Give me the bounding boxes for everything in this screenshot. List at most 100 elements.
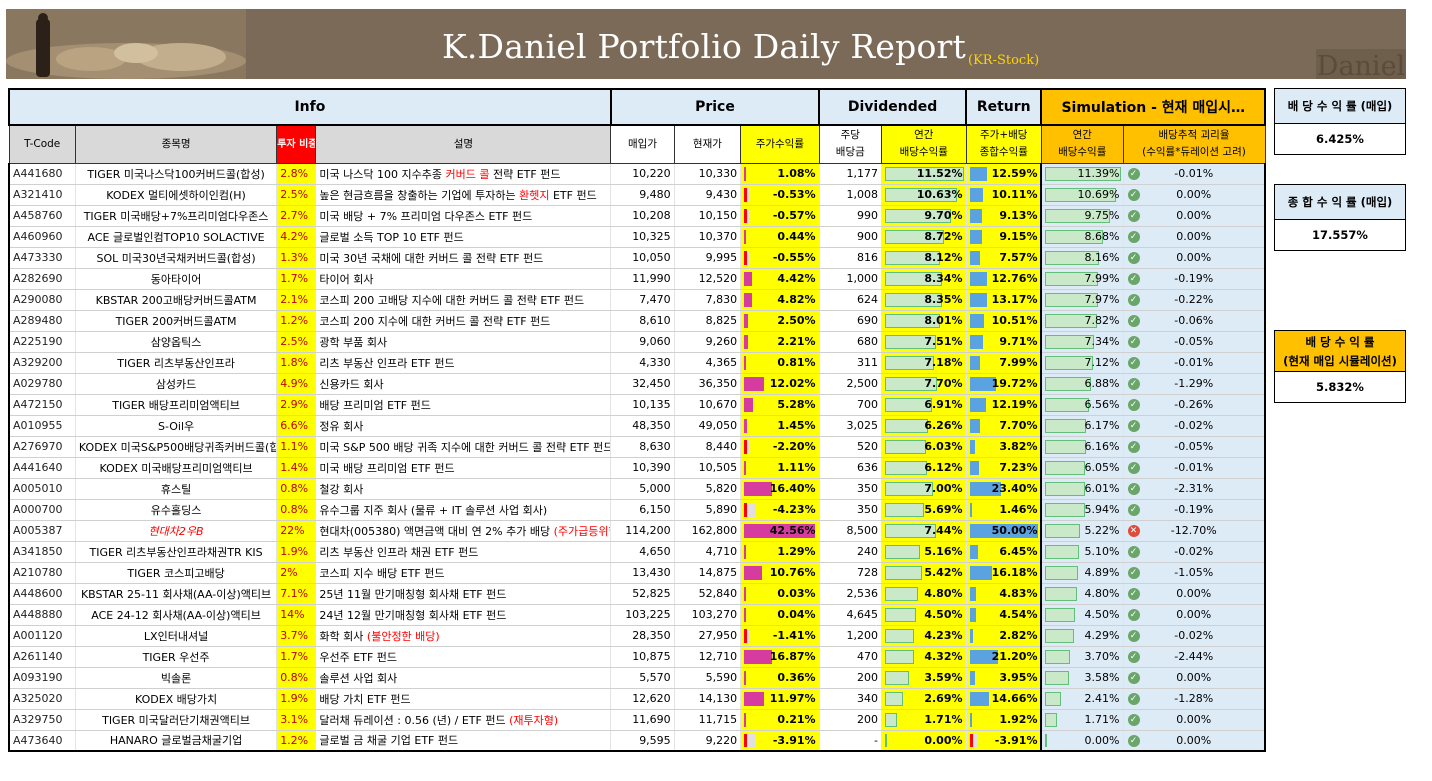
total-return-bar bbox=[969, 649, 999, 664]
investment-ratio: 14% bbox=[276, 604, 317, 626]
annual-dividend-yield: 6.26% bbox=[881, 415, 967, 437]
deviation-value: 0.00% bbox=[1176, 608, 1212, 621]
sim-yield-value: 8.68% bbox=[1084, 230, 1120, 243]
check-circle-icon: ✓ bbox=[1127, 230, 1140, 243]
total-return-value: 3.95% bbox=[999, 671, 1038, 684]
dividend-per-share: 350 bbox=[819, 478, 882, 500]
price-return-value: -3.91% bbox=[772, 733, 816, 747]
current-price: 12,710 bbox=[674, 646, 742, 668]
summary-total-buy-label: 종 합 수 익 률 (매입) bbox=[1274, 184, 1406, 220]
sim-yield-bar bbox=[1045, 250, 1100, 265]
stock-name: TIGER 미국배당+7%프리미엄다우존스 bbox=[75, 205, 278, 227]
buy-price: 8,630 bbox=[610, 436, 675, 458]
table-row: A005387 현대차2우B 22% 현대차(005380) 액면금액 대비 연 2%… bbox=[7, 520, 1266, 542]
ticker-code: A001120 bbox=[7, 625, 76, 647]
price-return: 0.04% bbox=[740, 604, 820, 626]
annual-yield-value: 7.51% bbox=[924, 335, 963, 348]
total-return-bar bbox=[969, 208, 982, 223]
total-return-bar bbox=[969, 607, 976, 622]
deviation-value: 0.00% bbox=[1176, 671, 1212, 684]
dividend-per-share: 1,177 bbox=[819, 163, 882, 185]
buy-price: 28,350 bbox=[610, 625, 675, 647]
description-text: 정유 회사 bbox=[319, 419, 364, 433]
portfolio-table-wrapper: Info Price Dividended Return Simulation … bbox=[7, 88, 1266, 752]
annual-dividend-yield: 8.12% bbox=[881, 247, 967, 269]
report-subtitle: (KR-Stock) bbox=[968, 53, 1040, 68]
description-warning: 환헷지 bbox=[519, 188, 550, 202]
ticker-code: A460960 bbox=[7, 226, 76, 248]
sim-dividend-yield: 9.75% bbox=[1041, 205, 1124, 227]
total-return: -3.91% bbox=[966, 730, 1043, 752]
table-row: A282690 동아타이어 1.7% 타이어 회사 11,990 12,520 4.42% 1… bbox=[7, 268, 1266, 290]
deviation-value: 0.00% bbox=[1176, 587, 1212, 600]
annual-yield-value: 0.00% bbox=[924, 733, 963, 747]
table-row: A341850 TIGER 리츠부동산인프라채권TR KIS 1.9% 리츠 부동산 … bbox=[7, 541, 1266, 563]
annual-dividend-yield: 6.91% bbox=[881, 394, 967, 416]
table-row: A329750 TIGER 미국달러단기채권액티브 3.1% 달러채 듀레이션 : 0… bbox=[7, 709, 1266, 731]
check-circle-icon: ✓ bbox=[1127, 671, 1140, 684]
total-return-value: 12.59% bbox=[991, 167, 1038, 180]
price-return-value: -0.55% bbox=[772, 251, 816, 264]
sim-dividend-yield: 5.94% bbox=[1041, 499, 1124, 521]
dividend-per-share: 340 bbox=[819, 688, 882, 710]
sim-yield-bar bbox=[1045, 544, 1080, 559]
price-return: -0.57% bbox=[740, 205, 820, 227]
summary-dividend-buy-value: 6.425% bbox=[1274, 124, 1406, 155]
total-return-bar bbox=[969, 628, 974, 643]
table-row: A010955 S-Oil우 6.6% 정유 회사 48,350 49,050 1.45% 3… bbox=[7, 415, 1266, 437]
annual-dividend-yield: 11.52% bbox=[881, 163, 967, 185]
ticker-code: A325020 bbox=[7, 688, 76, 710]
col-current-price: 현재가 bbox=[673, 124, 742, 164]
sim-dividend-yield: 6.05% bbox=[1041, 457, 1124, 479]
total-return-bar bbox=[969, 502, 973, 517]
ticker-code: A341850 bbox=[7, 541, 76, 563]
ticker-code: A005387 bbox=[7, 520, 76, 542]
buy-price: 10,220 bbox=[610, 163, 675, 185]
description-text: 신용카드 회사 bbox=[319, 377, 384, 391]
current-price: 12,520 bbox=[674, 268, 742, 290]
annual-dividend-yield: 8.35% bbox=[881, 289, 967, 311]
buy-price: 10,875 bbox=[610, 646, 675, 668]
deviation-value: -0.01% bbox=[1174, 167, 1214, 180]
current-price: 5,590 bbox=[674, 667, 742, 689]
group-info: Info bbox=[8, 88, 612, 126]
sim-yield-value: 7.99% bbox=[1084, 272, 1120, 285]
annual-yield-value: 6.26% bbox=[924, 419, 963, 432]
annual-yield-bar bbox=[884, 523, 936, 538]
sim-dividend-yield: 6.17% bbox=[1041, 415, 1124, 437]
total-return-value: 23.40% bbox=[991, 482, 1038, 495]
annual-yield-bar bbox=[884, 733, 887, 747]
stock-description: 타이어 회사 bbox=[315, 268, 612, 290]
buy-price: 13,430 bbox=[610, 562, 675, 584]
buy-price: 114,200 bbox=[610, 520, 675, 542]
sim-dividend-yield: 4.29% bbox=[1041, 625, 1124, 647]
description-text: 광학 부품 회사 bbox=[319, 335, 388, 349]
portfolio-table: Info Price Dividended Return Simulation … bbox=[7, 88, 1266, 752]
price-return-bar bbox=[744, 460, 747, 475]
description-text: 코스피 200 지수에 대한 커버드 콜 전략 ETF 펀드 bbox=[319, 314, 551, 328]
stock-description: 미국 S&P 500 배당 귀족 지수에 대한 커버드 콜 전략 ETF 펀드 bbox=[315, 436, 612, 458]
description-text: 화학 회사 bbox=[319, 629, 367, 643]
ticker-code: A448600 bbox=[7, 583, 76, 605]
price-return-value: 0.36% bbox=[777, 671, 816, 684]
summary-dividend-buy: 배 당 수 익 률 (매입) 6.425% bbox=[1274, 88, 1406, 155]
price-return: 0.44% bbox=[740, 226, 820, 248]
current-price: 10,670 bbox=[674, 394, 742, 416]
total-return-bar bbox=[969, 418, 980, 433]
total-return: 7.23% bbox=[966, 457, 1043, 479]
total-return-bar bbox=[969, 691, 990, 706]
ticker-code: A473330 bbox=[7, 247, 76, 269]
price-return: -1.41% bbox=[740, 625, 820, 647]
stock-name: KODEX 멀티에셋하이인컴(H) bbox=[75, 184, 278, 206]
check-circle-icon: ✓ bbox=[1127, 440, 1140, 453]
ticker-code: A289480 bbox=[7, 310, 76, 332]
ticker-code: A210780 bbox=[7, 562, 76, 584]
description-text: 미국 S&P 500 배당 귀족 지수에 대한 커버드 콜 전략 ETF 펀드 bbox=[319, 440, 611, 454]
buy-price: 7,470 bbox=[610, 289, 675, 311]
table-row: A473640 HANARO 글로벌금채굴기업 1.2% 글로벌 금 채굴 기업 ET… bbox=[7, 730, 1266, 752]
sim-dividend-yield: 6.16% bbox=[1041, 436, 1124, 458]
description-warning: 커버드 콜 bbox=[445, 167, 490, 181]
buy-price: 9,060 bbox=[610, 331, 675, 353]
price-return: 10.76% bbox=[740, 562, 820, 584]
